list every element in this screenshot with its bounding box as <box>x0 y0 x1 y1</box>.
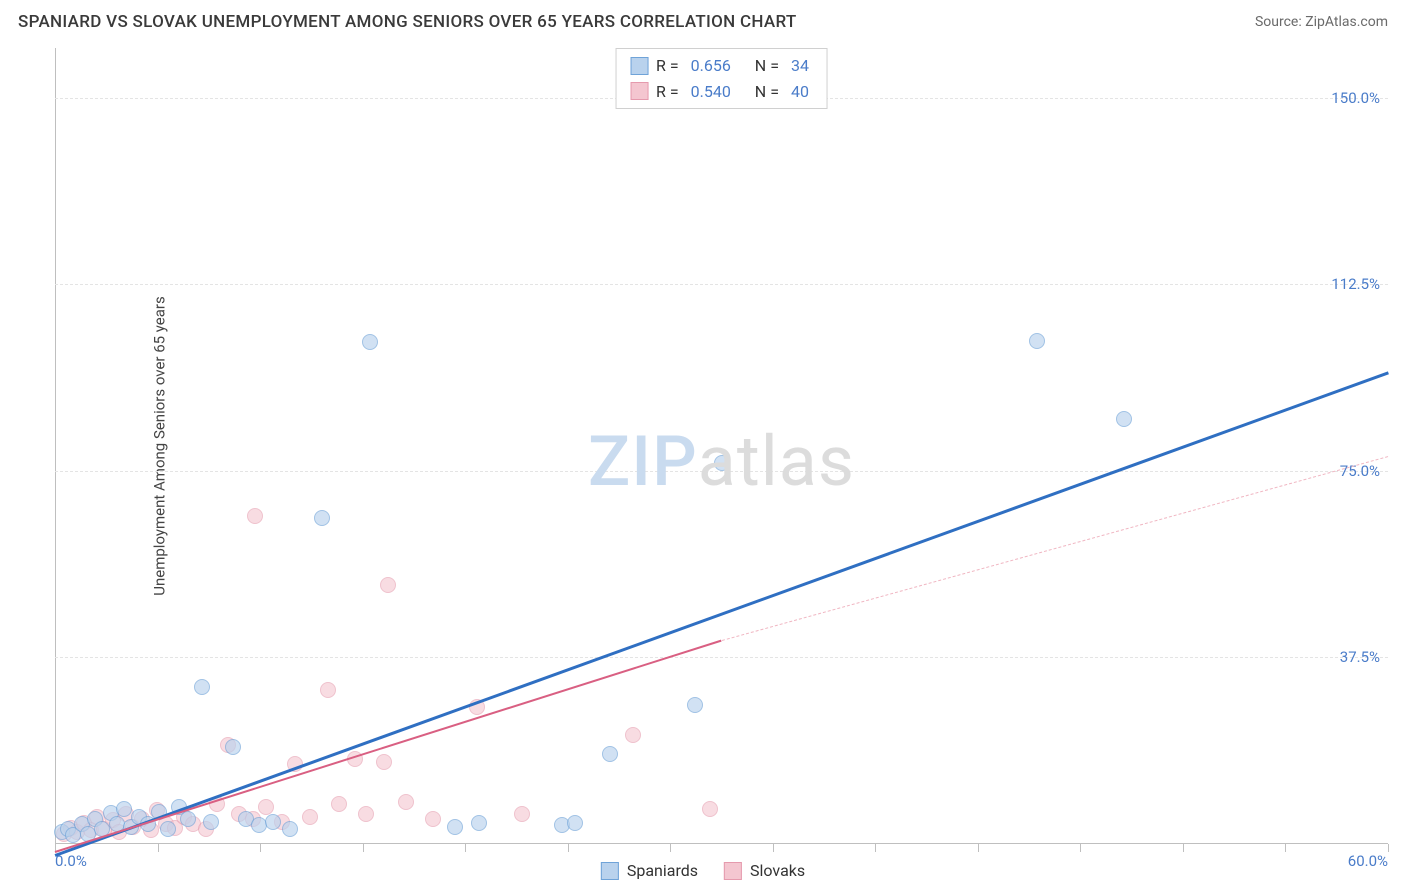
data-point-slovak <box>380 577 396 593</box>
n-value-spaniards: 34 <box>791 53 809 79</box>
legend-stats-row-spaniards: R = 0.656 N = 34 <box>630 53 813 79</box>
swatch-slovaks-icon <box>630 82 648 100</box>
x-tick-label: 60.0% <box>1348 852 1388 870</box>
data-point-spaniard <box>282 821 298 837</box>
legend-label-spaniards: Spaniards <box>627 861 698 880</box>
x-tick <box>1183 844 1184 852</box>
data-point-spaniard <box>194 679 210 695</box>
data-point-slovak <box>376 754 392 770</box>
x-axis-line <box>55 843 1388 844</box>
data-point-spaniard <box>471 815 487 831</box>
n-value-slovaks: 40 <box>791 79 809 105</box>
data-point-spaniard <box>1116 411 1132 427</box>
source-label: Source: ZipAtlas.com <box>1255 14 1388 30</box>
data-point-slovak <box>320 682 336 698</box>
swatch-spaniards-icon <box>630 57 648 75</box>
x-tick <box>670 844 671 852</box>
data-point-slovak <box>625 727 641 743</box>
data-point-slovak <box>247 508 263 524</box>
chart-title: SPANIARD VS SLOVAK UNEMPLOYMENT AMONG SE… <box>18 12 797 32</box>
x-tick <box>363 844 364 852</box>
legend-series: Spaniards Slovaks <box>601 861 805 880</box>
plot-surface: 37.5%75.0%112.5%150.0%0.0%60.0% <box>55 48 1388 844</box>
n-prefix: N = <box>755 53 779 79</box>
legend-item-spaniards: Spaniards <box>601 861 698 880</box>
data-point-slovak <box>514 806 530 822</box>
data-point-spaniard <box>265 814 281 830</box>
data-point-spaniard <box>687 697 703 713</box>
data-point-spaniard <box>314 510 330 526</box>
gridline-h <box>55 284 1388 285</box>
data-point-spaniard <box>160 821 176 837</box>
r-value-slovaks: 0.540 <box>691 79 731 105</box>
trendline-spaniards <box>55 371 1389 856</box>
y-axis-line <box>55 48 56 844</box>
data-point-slovak <box>358 806 374 822</box>
r-prefix: R = <box>656 79 679 105</box>
data-point-slovak <box>425 811 441 827</box>
y-tick-label: 37.5% <box>1340 648 1380 666</box>
data-point-spaniard <box>362 334 378 350</box>
trendline-slovaks-solid <box>55 640 722 854</box>
legend-stats-row-slovaks: R = 0.540 N = 40 <box>630 79 813 105</box>
data-point-slovak <box>702 801 718 817</box>
r-prefix: R = <box>656 53 679 79</box>
chart-area: 37.5%75.0%112.5%150.0%0.0%60.0% ZIPatlas… <box>55 48 1388 844</box>
y-tick-label: 150.0% <box>1331 89 1380 107</box>
y-tick-label: 112.5% <box>1331 275 1380 293</box>
data-point-spaniard <box>714 455 730 471</box>
data-point-spaniard <box>447 819 463 835</box>
data-point-spaniard <box>1029 333 1045 349</box>
x-tick <box>260 844 261 852</box>
r-value-spaniards: 0.656 <box>691 53 731 79</box>
x-tick <box>465 844 466 852</box>
x-tick <box>1285 844 1286 852</box>
x-tick <box>1080 844 1081 852</box>
trendline-slovaks-dashed <box>721 456 1388 641</box>
data-point-spaniard <box>567 815 583 831</box>
x-tick <box>158 844 159 852</box>
data-point-slovak <box>398 794 414 810</box>
n-prefix: N = <box>755 79 779 105</box>
data-point-spaniard <box>116 801 132 817</box>
gridline-h <box>55 657 1388 658</box>
data-point-slovak <box>331 796 347 812</box>
x-tick <box>875 844 876 852</box>
x-tick <box>568 844 569 852</box>
legend-item-slovaks: Slovaks <box>724 861 805 880</box>
legend-label-slovaks: Slovaks <box>750 861 805 880</box>
data-point-spaniard <box>602 746 618 762</box>
legend-stats: R = 0.656 N = 34 R = 0.540 N = 40 <box>615 48 828 109</box>
data-point-slovak <box>258 799 274 815</box>
x-tick <box>773 844 774 852</box>
swatch-spaniards-icon <box>601 862 619 880</box>
data-point-spaniard <box>180 811 196 827</box>
data-point-spaniard <box>203 814 219 830</box>
data-point-spaniard <box>225 739 241 755</box>
header: SPANIARD VS SLOVAK UNEMPLOYMENT AMONG SE… <box>0 0 1406 40</box>
swatch-slovaks-icon <box>724 862 742 880</box>
x-tick <box>978 844 979 852</box>
data-point-slovak <box>302 809 318 825</box>
x-tick <box>1388 844 1389 852</box>
